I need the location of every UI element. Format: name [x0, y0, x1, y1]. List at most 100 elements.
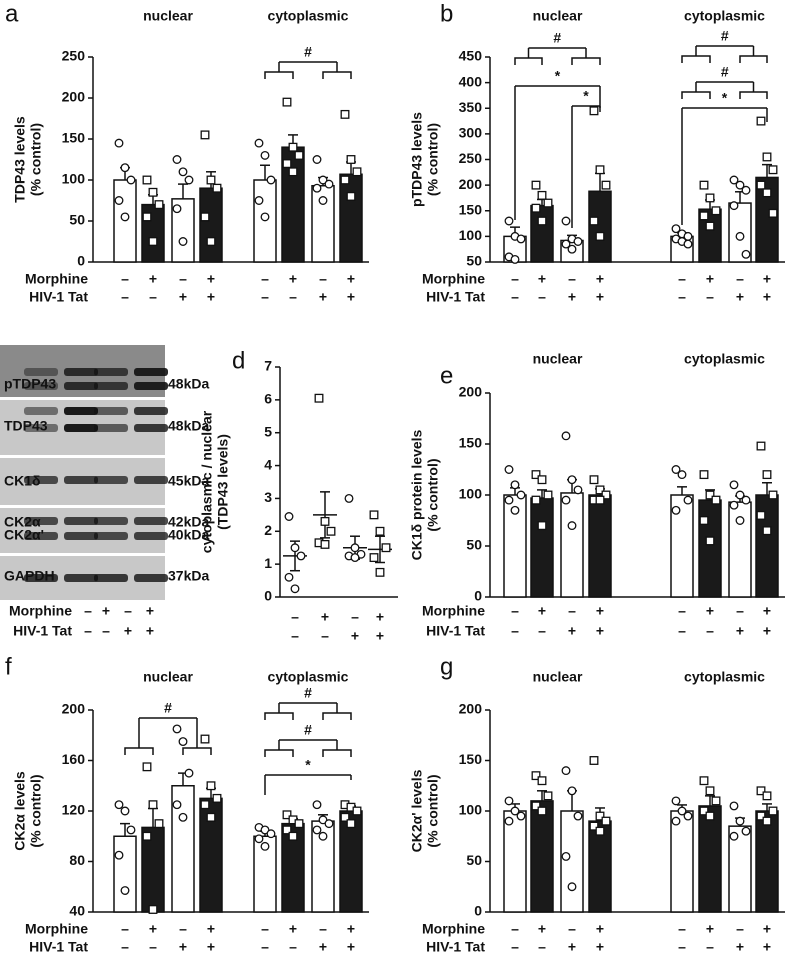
- y-tick-label: 7: [264, 358, 272, 374]
- data-point: [288, 142, 298, 152]
- data-point: [589, 106, 599, 116]
- data-point: [375, 526, 385, 536]
- data-point: [260, 841, 270, 851]
- data-point: [567, 244, 577, 254]
- blot-band: [24, 476, 58, 484]
- data-point: [154, 819, 164, 829]
- data-point: [340, 175, 350, 185]
- y-tick-label: 0: [264, 588, 272, 604]
- data-point: [595, 231, 605, 241]
- data-point: [671, 465, 681, 474]
- bar: [698, 499, 722, 598]
- bracket: [322, 749, 352, 757]
- data-point: [120, 163, 130, 173]
- condition-sign: –: [511, 921, 519, 937]
- data-point: [516, 811, 526, 821]
- significance-label: *: [583, 88, 589, 104]
- data-point: [543, 198, 553, 208]
- data-point: [294, 819, 304, 829]
- data-point: [683, 495, 693, 505]
- condition-sign: +: [207, 921, 215, 937]
- bar: [113, 835, 137, 913]
- data-point: [346, 819, 356, 829]
- data-point: [699, 180, 709, 190]
- data-point: [741, 249, 751, 259]
- data-point: [148, 800, 158, 810]
- y-tick-label: 160: [62, 751, 86, 767]
- data-point: [683, 811, 693, 821]
- blot-band: [94, 476, 128, 484]
- condition-sign: +: [596, 623, 604, 639]
- condition-sign: +: [763, 623, 771, 639]
- data-point: [729, 831, 739, 841]
- bar: [728, 825, 752, 913]
- condition-sign: +: [568, 939, 576, 955]
- protein-label: CK2α: [4, 514, 41, 530]
- data-point: [741, 185, 751, 195]
- y-tick-label: 100: [459, 227, 483, 243]
- data-point: [762, 816, 772, 826]
- data-point: [510, 254, 520, 264]
- bracket: [264, 749, 294, 757]
- data-point: [290, 584, 300, 594]
- data-point: [206, 812, 216, 822]
- data-point: [573, 237, 583, 246]
- data-point: [595, 165, 605, 175]
- condition-sign: +: [149, 271, 157, 287]
- condition-sign: –: [511, 603, 519, 619]
- condition-sign: +: [102, 603, 110, 619]
- y-tick-label: 50: [466, 852, 482, 868]
- condition-sign: +: [706, 603, 714, 619]
- data-point: [729, 175, 739, 185]
- condition-sign: –: [538, 939, 546, 955]
- data-point: [172, 155, 182, 164]
- row-label: HIV-1 Tat: [426, 289, 485, 305]
- y-axis-label: (% control): [425, 774, 441, 847]
- data-point: [699, 211, 709, 221]
- blot-band: [64, 532, 98, 540]
- data-point: [212, 793, 222, 803]
- condition-sign: –: [319, 921, 327, 937]
- data-point: [561, 216, 571, 226]
- data-point: [711, 495, 721, 505]
- data-point: [677, 806, 687, 816]
- data-point: [735, 231, 745, 241]
- y-tick-label: 80: [69, 852, 85, 868]
- condition-sign: +: [347, 921, 355, 937]
- panel-letter: a: [5, 0, 19, 27]
- group-label: cytoplasmic: [684, 351, 765, 367]
- y-tick-label: 50: [466, 537, 482, 553]
- bar: [311, 184, 335, 263]
- condition-sign: +: [596, 289, 604, 305]
- bar: [560, 810, 584, 913]
- data-point: [288, 167, 298, 177]
- data-point: [314, 393, 324, 403]
- bar: [199, 797, 223, 913]
- condition-sign: –: [706, 939, 714, 955]
- data-point: [705, 490, 715, 500]
- y-tick-label: 250: [459, 150, 483, 166]
- blot-band: [134, 574, 168, 582]
- condition-sign: –: [706, 623, 714, 639]
- protein-label: CK1δ: [4, 473, 41, 489]
- row-label: Morphine: [9, 603, 72, 619]
- data-point: [284, 572, 294, 582]
- data-point: [206, 175, 216, 185]
- data-point: [120, 806, 130, 816]
- y-tick-label: 200: [62, 89, 86, 105]
- data-point: [671, 816, 681, 826]
- significance-label: #: [304, 722, 312, 738]
- data-point: [705, 536, 715, 546]
- bracket: [681, 91, 711, 99]
- condition-sign: +: [568, 289, 576, 305]
- data-point: [142, 175, 152, 185]
- data-point: [567, 786, 577, 796]
- blot-band: [24, 424, 58, 432]
- significance-label: #: [304, 685, 312, 701]
- y-tick-label: 150: [459, 201, 483, 217]
- data-point: [318, 831, 328, 841]
- condition-sign: +: [179, 939, 187, 955]
- data-point: [699, 776, 709, 786]
- bar: [253, 835, 277, 913]
